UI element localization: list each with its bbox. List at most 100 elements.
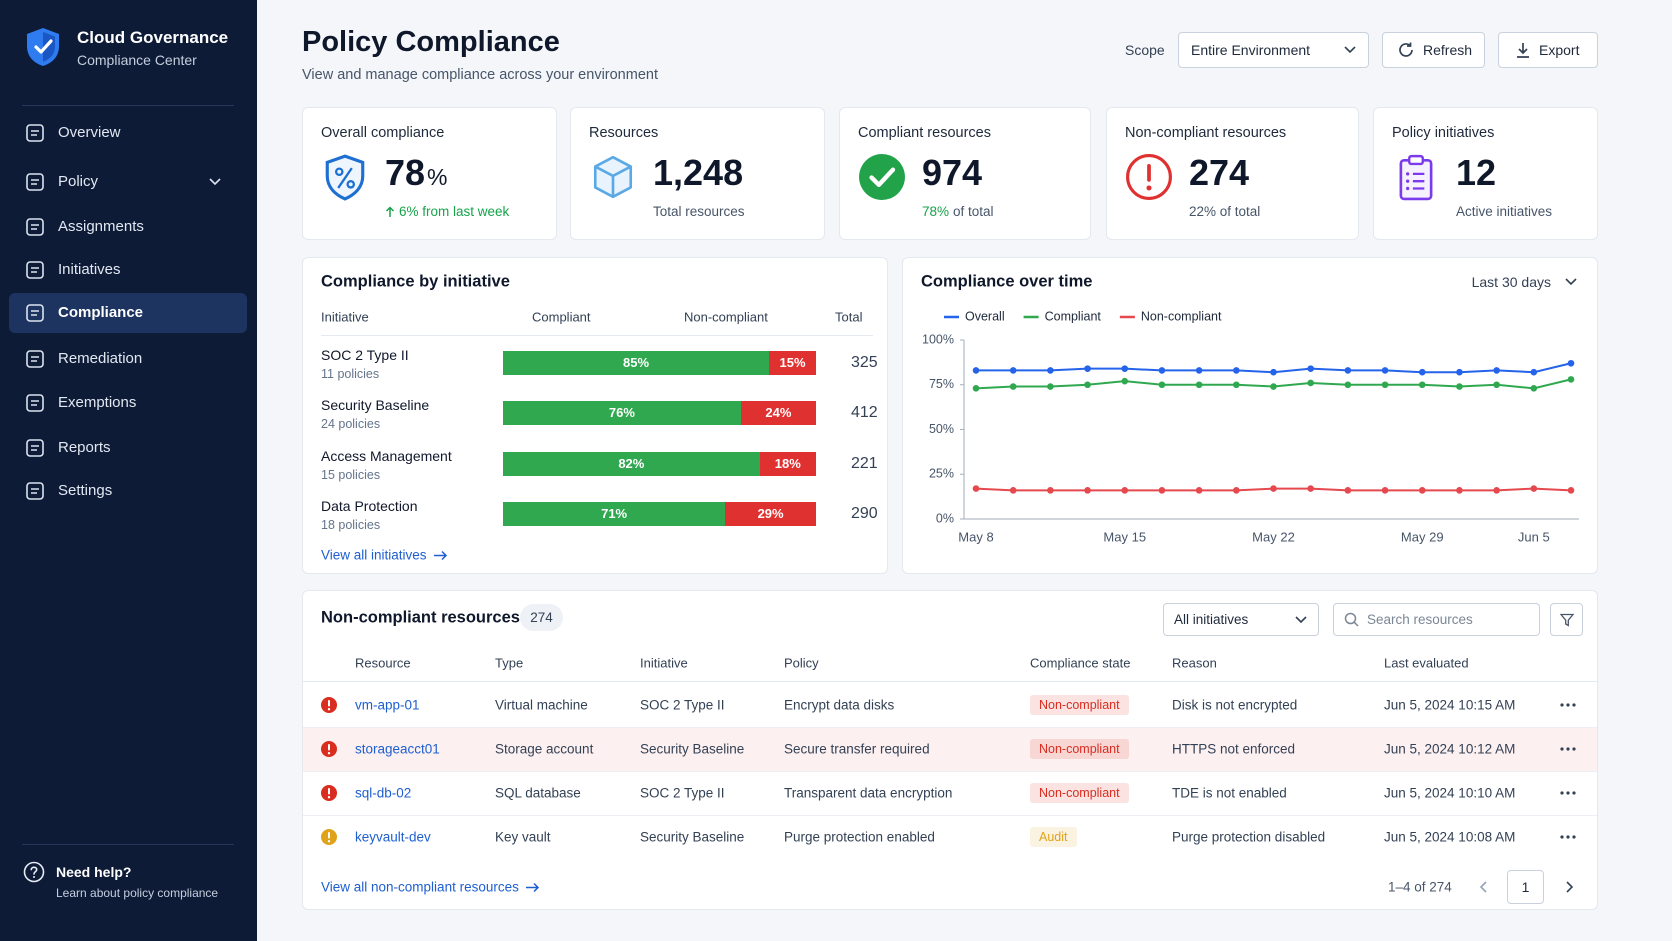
table-cell: Jun 5, 2024 10:12 AM (1384, 741, 1516, 757)
divider (22, 844, 234, 845)
row-menu[interactable] (1559, 834, 1577, 840)
icon-lines (31, 267, 39, 273)
nav-item[interactable]: Policy (9, 162, 247, 202)
resource-link[interactable]: keyvault-dev (355, 829, 431, 845)
resource-link[interactable]: vm-app-01 (355, 697, 420, 713)
kpi-icon (1399, 154, 1433, 201)
icon-part (859, 154, 905, 200)
kpi-note: Total resources (653, 204, 745, 219)
icon-lines (31, 310, 39, 316)
column-header: Reason (1172, 655, 1217, 671)
icon-frame (26, 173, 44, 191)
nav-item[interactable]: Assignments (9, 207, 247, 247)
nav-item[interactable]: Compliance (9, 293, 247, 333)
kpi-icon (325, 154, 365, 201)
bar-label: 76% (608, 405, 635, 421)
kpi-note: 22% of total (1189, 204, 1261, 219)
nav-item[interactable]: Settings (9, 471, 247, 511)
nav-label: Policy (58, 173, 99, 190)
nav-item[interactable]: Overview (9, 113, 247, 153)
non-compliant-bar: 29% (725, 501, 816, 526)
column-header: Type (495, 655, 524, 671)
icon-lines (31, 400, 39, 406)
data-point (1456, 368, 1463, 376)
bar-label: 71% (601, 505, 628, 521)
table-cell: SQL database (495, 785, 581, 801)
nav-item[interactable]: Initiatives (9, 250, 247, 290)
menu-dot (1560, 791, 1564, 795)
initiative-policies: 18 policies (321, 517, 381, 532)
menu-dot (1572, 747, 1576, 751)
icon-part (1126, 154, 1172, 200)
export-button[interactable]: Export (1498, 32, 1598, 68)
kpi-note-group: 78% of total (922, 204, 994, 219)
icon-frame (26, 304, 44, 322)
help-title[interactable]: Need help? (56, 864, 132, 880)
row-line (303, 771, 1597, 772)
range-select[interactable]: Last 30 days (1471, 274, 1551, 290)
data-point (1158, 381, 1166, 389)
y-tick-label: 25% (929, 467, 954, 481)
data-point (1047, 367, 1054, 374)
state-badge: Audit (1030, 827, 1077, 847)
export-icon (1517, 43, 1529, 58)
menu-dot (1566, 747, 1570, 751)
resource-link[interactable]: sql-db-02 (355, 785, 412, 801)
chevron-path (1566, 881, 1573, 893)
initiative-name: SOC 2 Type II (321, 347, 409, 363)
nav-item[interactable]: Reports (9, 428, 247, 468)
page-title: Policy Compliance (302, 26, 560, 58)
data-point (1233, 381, 1240, 389)
logo-shade (43, 32, 55, 62)
column-header: Non-compliant (684, 309, 768, 325)
refresh-button[interactable]: Refresh (1382, 32, 1485, 68)
column-header: Initiative (321, 309, 369, 325)
nav-label: Reports (58, 439, 111, 456)
icon-part (594, 165, 632, 197)
menu-dot (1566, 835, 1570, 839)
nav-item[interactable]: Exemptions (9, 383, 247, 423)
kpi-card: Resources 1,248 Total resources (570, 107, 825, 240)
row-menu[interactable] (1559, 790, 1577, 796)
help-subtitle[interactable]: Learn about policy compliance (56, 886, 219, 900)
nav-icon (26, 394, 44, 412)
menu-dot (1566, 703, 1570, 707)
row-menu[interactable] (1559, 702, 1577, 708)
prev-page[interactable] (1480, 881, 1488, 893)
nav-icon (26, 261, 44, 279)
chevron-path (209, 178, 221, 186)
icon-part (1408, 154, 1424, 166)
filter-button[interactable] (1550, 603, 1583, 636)
divider (22, 105, 234, 106)
kpi-label: Policy initiatives (1392, 125, 1495, 141)
chevron (1295, 616, 1307, 624)
data-point (1084, 487, 1091, 494)
row-menu[interactable] (1559, 746, 1577, 752)
legend-label: Compliant (1045, 309, 1102, 323)
data-point (1195, 367, 1203, 374)
icon-part (337, 167, 353, 189)
table-cell: Virtual machine (495, 697, 588, 713)
next-page[interactable] (1565, 881, 1573, 893)
icon-frame (26, 394, 44, 412)
view-resources-link[interactable]: View all non-compliant resources (321, 880, 541, 895)
page-number[interactable]: 1 (1507, 870, 1544, 904)
logo-check (34, 39, 53, 54)
resource-link[interactable]: storageacct01 (355, 741, 440, 757)
initiative-policies: 11 policies (321, 367, 380, 381)
nav-item[interactable]: Remediation (9, 339, 247, 379)
chevron-path (1565, 278, 1577, 286)
nav-label: Exemptions (58, 394, 137, 411)
kpi-value: 78 (385, 152, 426, 193)
initiative-filter[interactable]: All initiatives (1163, 603, 1319, 636)
scope-dropdown[interactable]: Entire Environment (1178, 32, 1369, 68)
chevron-path (1344, 46, 1356, 54)
status-icon (321, 741, 337, 757)
chevron (1344, 46, 1356, 54)
brand-logo (27, 28, 59, 66)
nav-icon (26, 350, 44, 368)
icon-lines (31, 130, 39, 136)
arrow-path (385, 205, 395, 217)
search-box[interactable]: Search resources (1333, 603, 1540, 636)
view-initiatives-link[interactable]: View all initiatives (321, 548, 449, 563)
